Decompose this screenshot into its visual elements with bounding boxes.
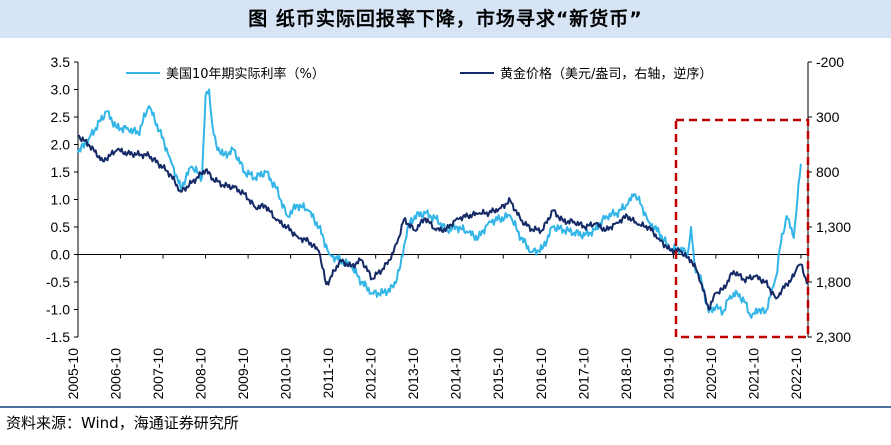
left-tick-label: 1.0: [51, 192, 71, 208]
x-tick-label: 2011-10: [320, 348, 336, 399]
left-tick-label: 3.0: [51, 82, 71, 98]
left-tick-label: 0.5: [51, 219, 71, 235]
x-tick-label: 2013-10: [405, 348, 421, 400]
right-tick-label: 2,300: [816, 329, 851, 345]
chart-canvas: 3.5 3.0 2.5 2.0 1.5 1.0 0.5 0.0 -0.5 -1.0 -1.5 -200…: [46, 54, 851, 400]
legend-label-real-rate: 美国10年期实际利率（%）: [166, 66, 325, 82]
x-tick-label: 2020-10: [703, 348, 719, 400]
left-tick-label: -1.5: [46, 329, 70, 345]
x-tick-label: 2022-10: [788, 348, 804, 400]
x-tick-label: 2007-10: [150, 348, 166, 400]
x-tick-label: 2019-10: [660, 348, 676, 400]
x-tick-label: 2017-10: [575, 348, 591, 400]
x-tick-label: 2015-10: [490, 348, 506, 400]
chart-title: 图 纸币实际回报率下降，市场寻求“新货币”: [248, 8, 643, 30]
legend-label-gold: 黄金价格（美元/盎司，右轴，逆序）: [500, 66, 712, 82]
left-tick-label: 2.5: [51, 109, 71, 125]
legend: 美国10年期实际利率（%） 黄金价格（美元/盎司，右轴，逆序）: [126, 66, 712, 82]
x-tick-label: 2021-10: [745, 348, 761, 400]
x-tick-label: 2006-10: [108, 348, 124, 400]
x-tick-label: 2018-10: [618, 348, 634, 400]
highlight-box: [674, 118, 810, 339]
left-tick-label: 3.5: [51, 54, 71, 70]
x-tick-label: 2009-10: [235, 348, 251, 400]
x-tick-label: 2014-10: [448, 348, 464, 400]
left-tick-label: -1.0: [46, 302, 70, 318]
series-line-real-rate: [77, 88, 802, 319]
x-tick-label: 2010-10: [278, 348, 294, 400]
right-tick-label: 300: [816, 109, 840, 125]
source-note: 资料来源：Wind，海通证券研究所: [6, 414, 239, 432]
right-tick-label: 1,300: [816, 219, 851, 235]
x-tick-label: 2016-10: [533, 348, 549, 400]
right-tick-label: 1,800: [816, 274, 851, 290]
x-tick-label: 2005-10: [65, 348, 81, 400]
left-tick-label: -0.5: [46, 274, 70, 290]
source-divider: [0, 406, 891, 408]
x-tick-label: 2012-10: [363, 348, 379, 400]
right-tick-label: -200: [816, 54, 844, 70]
left-tick-label: 2.0: [51, 137, 71, 153]
x-tick-label: 2008-10: [193, 348, 209, 400]
series-line-gold: [77, 134, 809, 311]
left-tick-label: 0.0: [51, 247, 71, 263]
left-tick-label: 1.5: [51, 164, 71, 180]
right-tick-label: 800: [816, 164, 840, 180]
title-bar: [0, 0, 891, 38]
